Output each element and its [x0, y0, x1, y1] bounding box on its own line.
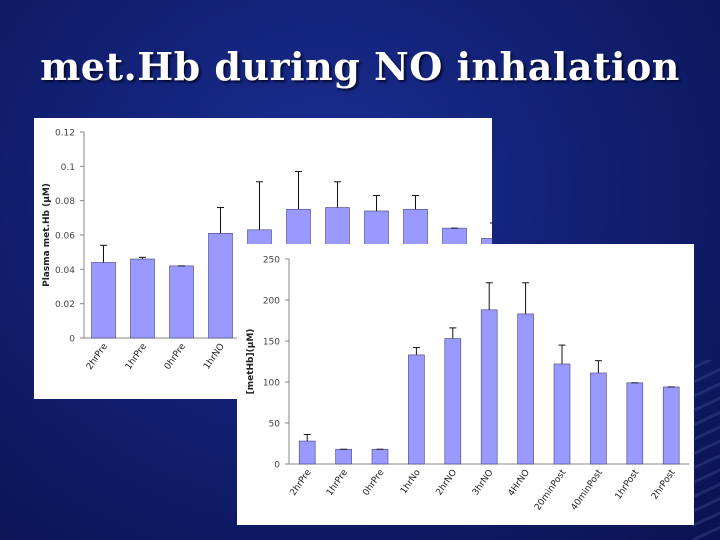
bar — [662, 386, 680, 465]
x-tick-label: 0hrPre — [163, 342, 188, 372]
x-tick-label: 1hrNO — [202, 342, 227, 371]
y-axis-title: Plasma met.Hb (μM) — [42, 183, 52, 287]
x-tick-label: 1hrPost — [614, 468, 642, 502]
y-tick-label: 0 — [274, 461, 280, 471]
x-tick-label: 0hrPre — [361, 468, 386, 498]
x-tick-label: 2hrPre — [289, 468, 314, 498]
bar — [298, 440, 316, 465]
bar — [169, 265, 194, 339]
bar — [91, 262, 116, 339]
slide-title: met.Hb during NO inhalation — [40, 44, 680, 89]
y-tick-label: 0.12 — [55, 129, 75, 139]
x-tick-label: 4HrNO — [507, 468, 532, 498]
x-tick-label: 2hrPost — [650, 468, 678, 502]
methb-chart-panel: 0 50 100 150 200 250 [metHb](μM) 2hrPre 1hrPre 0h… — [237, 244, 694, 525]
x-tick-label: 2hrNO — [434, 468, 459, 497]
bar — [208, 232, 233, 339]
y-tick-label: 100 — [263, 379, 280, 389]
y-tick-label: 150 — [263, 338, 280, 348]
bar — [626, 382, 644, 465]
x-tick-label: 1hrNo — [399, 468, 423, 497]
x-tick-label: 1hrPre — [325, 468, 350, 498]
x-tick-label: 2hrPre — [85, 342, 110, 372]
bar — [444, 338, 462, 465]
bar — [517, 313, 534, 465]
bar — [371, 448, 389, 465]
methb-chart: 0 50 100 150 200 250 [metHb](μM) 2hrPre 1hrPre 0h… — [246, 256, 690, 513]
bar — [130, 258, 155, 339]
y-tick-label: 0.04 — [55, 266, 75, 276]
y-tick-label: 0 — [69, 335, 75, 345]
y-tick-label: 250 — [263, 256, 280, 266]
x-tick-label: 20minPost — [533, 468, 569, 513]
y-tick-label: 0.02 — [55, 300, 75, 310]
x-tick-label: 40minPost — [570, 468, 606, 513]
x-tick-label: 1hrPre — [124, 342, 149, 372]
bar — [590, 372, 607, 465]
bar — [335, 448, 352, 465]
bar — [408, 354, 425, 465]
bar — [553, 363, 571, 465]
bar — [480, 309, 498, 465]
x-tick-label: 3hrNO — [471, 468, 496, 497]
y-axis-title: [metHb](μM) — [246, 329, 256, 395]
y-tick-label: 200 — [263, 297, 280, 307]
y-tick-label: 0.08 — [55, 197, 75, 207]
y-tick-label: 50 — [269, 420, 281, 430]
decorative-stripes — [693, 360, 720, 540]
y-tick-label: 0.06 — [55, 232, 75, 242]
y-tick-label: 0.1 — [61, 163, 75, 173]
